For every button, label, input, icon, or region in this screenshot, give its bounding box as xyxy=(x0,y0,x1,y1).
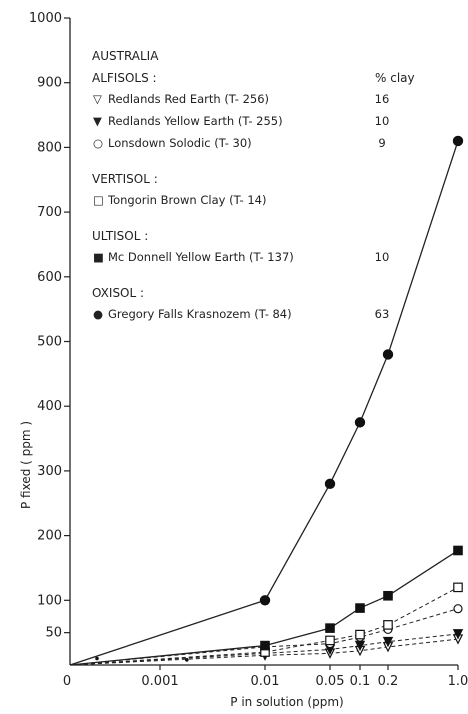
series-layer xyxy=(69,135,464,666)
series-4 xyxy=(69,545,463,666)
small-point xyxy=(95,656,99,661)
x-tick-label: 0.1 xyxy=(350,674,371,689)
series-line xyxy=(69,140,459,666)
series-line xyxy=(69,586,459,666)
x-tick-label: 0.01 xyxy=(251,674,280,689)
legend-region: AUSTRALIA xyxy=(92,49,159,63)
legend-marker-icon: □ xyxy=(93,193,104,207)
legend-entry-label: Lonsdown Solodic (T- 30) xyxy=(108,136,252,150)
square-filled-marker xyxy=(355,603,365,613)
legend-entry-label: Mc Donnell Yellow Earth (T- 137) xyxy=(108,250,294,264)
y-tick-label: 800 xyxy=(37,140,62,155)
legend-marker-icon: ● xyxy=(93,307,103,321)
square-filled-marker xyxy=(260,640,270,651)
x-axis-title: P in solution (ppm) xyxy=(230,695,343,709)
legend-group-title: VERTISOL : xyxy=(92,172,158,186)
legend-marker-icon: ▼ xyxy=(93,114,102,128)
y-tick-label: 100 xyxy=(37,593,62,608)
square-open-marker xyxy=(383,620,393,630)
y-axis-title: P fixed ( ppm ) xyxy=(19,421,33,509)
legend-group-title: OXISOL : xyxy=(92,286,144,300)
legend-entry-clay: 10 xyxy=(375,114,390,128)
legend: AUSTRALIA ALFISOLS : % clay ▽ Redlands Red E… xyxy=(92,49,415,321)
circle-filled-marker xyxy=(382,349,394,360)
circle-filled-marker xyxy=(354,417,366,428)
series-line xyxy=(69,638,459,666)
small-point xyxy=(185,658,189,662)
legend-group-title: ALFISOLS : xyxy=(92,71,157,85)
square-open-marker xyxy=(355,629,365,640)
x-tick-label: 1.0 xyxy=(448,674,468,689)
y-tick-label: 400 xyxy=(37,399,62,414)
y-tick-label: 600 xyxy=(37,270,62,285)
series-5 xyxy=(69,135,464,666)
x-tick-label: 0 xyxy=(63,674,71,689)
y-tick-label: 300 xyxy=(37,464,62,479)
circle-filled-marker xyxy=(452,135,464,147)
y-tick-label: 1000 xyxy=(29,11,62,26)
y-tick-label: 700 xyxy=(37,205,62,220)
circle-open-marker xyxy=(453,604,463,614)
series-line xyxy=(69,608,459,666)
legend-clay-header: % clay xyxy=(375,71,415,85)
y-tick-label: 50 xyxy=(45,626,62,641)
legend-entry-clay: 63 xyxy=(375,307,390,321)
square-filled-marker xyxy=(325,623,335,633)
square-open-marker xyxy=(325,635,335,646)
legend-entry-label: Redlands Red Earth (T- 256) xyxy=(108,92,269,106)
legend-entry-clay: 10 xyxy=(375,250,390,264)
square-filled-marker xyxy=(453,545,463,556)
legend-marker-icon: ■ xyxy=(93,250,104,264)
circle-filled-marker xyxy=(259,595,271,606)
triangle-filled-marker xyxy=(382,636,394,648)
legend-entry-clay: 16 xyxy=(375,92,390,106)
legend-marker-icon: ○ xyxy=(93,136,103,150)
square-open-marker xyxy=(453,582,463,593)
series-line xyxy=(69,633,459,666)
y-tick-label: 900 xyxy=(37,76,62,91)
legend-entry-label: Tongorin Brown Clay (T- 14) xyxy=(107,193,266,207)
y-tick-label: 200 xyxy=(37,529,62,544)
legend-entry-clay: 9 xyxy=(378,136,385,150)
legend-group-title: ULTISOL : xyxy=(92,229,148,243)
x-tick-label: 0.001 xyxy=(141,674,178,689)
y-tick-label: 500 xyxy=(37,335,62,350)
triangle-filled-marker xyxy=(452,629,464,640)
square-filled-marker xyxy=(383,590,393,601)
circle-filled-marker xyxy=(324,478,336,490)
x-tick-label: 0.05 xyxy=(316,674,345,689)
legend-entry-label: Gregory Falls Krasnozem (T- 84) xyxy=(108,307,292,321)
legend-entry-label: Redlands Yellow Earth (T- 255) xyxy=(108,114,283,128)
legend-marker-icon: ▽ xyxy=(93,92,102,106)
series-line xyxy=(69,549,459,666)
x-tick-label: 0.2 xyxy=(378,674,399,689)
